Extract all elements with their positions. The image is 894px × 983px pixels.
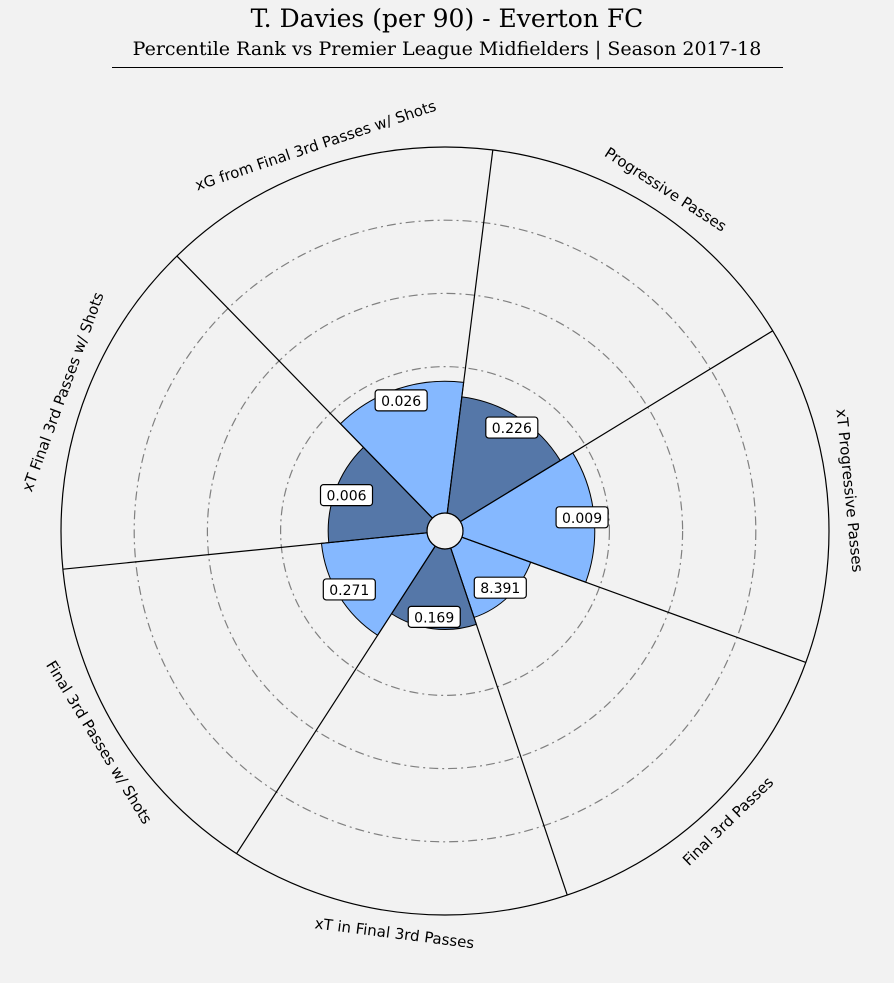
value-label: 0.026 — [374, 389, 428, 412]
svg-text:0.006: 0.006 — [326, 489, 366, 505]
slice-divider — [236, 545, 436, 854]
svg-text:0.009: 0.009 — [562, 511, 602, 527]
value-label: 0.009 — [555, 506, 609, 529]
svg-text:0.026: 0.026 — [381, 394, 421, 410]
value-label: 8.391 — [473, 576, 527, 599]
slice-divider — [461, 536, 807, 663]
category-label: xT Progressive Passes — [832, 408, 866, 573]
value-label: 0.006 — [319, 484, 374, 507]
chart-title: T. Davies (per 90) - Everton FC — [250, 4, 644, 33]
title-divider — [112, 67, 783, 68]
svg-text:0.226: 0.226 — [492, 421, 532, 437]
center-hole — [426, 512, 464, 550]
slice-divider — [450, 547, 568, 896]
chart-subtitle: Percentile Rank vs Premier League Midfie… — [132, 38, 762, 60]
value-label: 0.271 — [322, 578, 376, 601]
svg-text:8.391: 8.391 — [480, 581, 520, 597]
grid-ring — [280, 366, 610, 696]
grid-ring — [133, 219, 757, 843]
category-label: xT in Final 3rd Passes — [314, 914, 476, 952]
grid-ring — [206, 292, 684, 770]
slice-divider — [460, 330, 774, 523]
slice-divider — [62, 532, 428, 570]
value-label: 0.169 — [407, 605, 461, 628]
value-label: 0.226 — [485, 416, 539, 439]
slice-divider — [176, 255, 433, 519]
svg-text:0.169: 0.169 — [414, 610, 454, 626]
svg-text:0.271: 0.271 — [329, 583, 369, 599]
slice-divider — [446, 149, 494, 514]
